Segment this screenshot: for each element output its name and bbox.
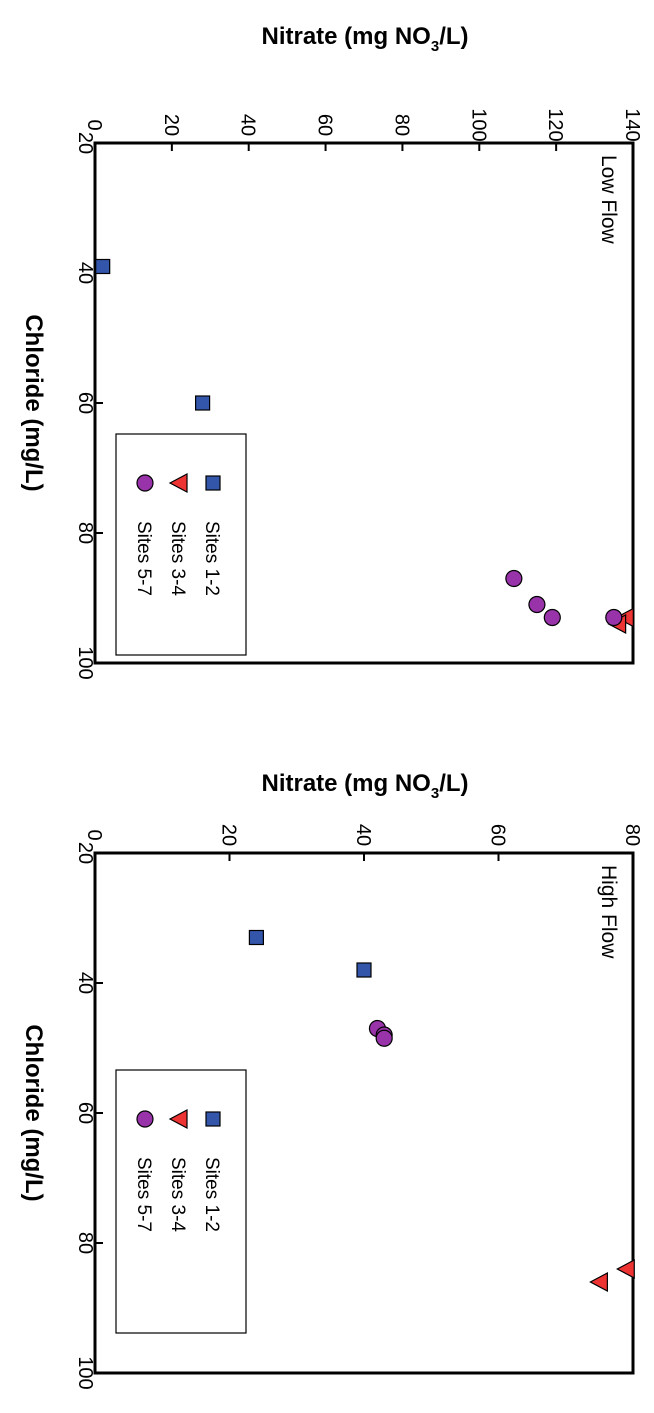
y-tick-label: 100	[467, 108, 489, 141]
series-sites-5-7	[505, 569, 623, 627]
y-tick-label: 60	[487, 824, 509, 846]
data-point	[195, 395, 211, 411]
y-tick-label: 0	[83, 829, 105, 840]
legend-label: Sites 5-7	[133, 1157, 154, 1232]
legend-marker	[136, 474, 154, 492]
x-tick-label: 20	[74, 132, 96, 154]
y-axis-title: Nitrate (mg NO3/L)	[261, 770, 468, 802]
x-tick-label: 40	[74, 262, 96, 284]
y-tick-label: 60	[314, 114, 336, 136]
y-tick-label: 80	[621, 824, 643, 846]
data-point	[95, 258, 111, 275]
legend-marker	[136, 1110, 154, 1128]
data-point	[356, 962, 372, 978]
data-point	[605, 608, 623, 627]
y-tick-label: 20	[160, 114, 182, 136]
x-tick-label: 80	[74, 1232, 96, 1254]
legend-box	[115, 433, 247, 656]
x-tick-label: 40	[74, 972, 96, 994]
legend-marker	[205, 1111, 221, 1127]
legend-marker	[205, 475, 221, 491]
y-axis-title: Nitrate (mg NO3/L)	[261, 23, 468, 55]
x-axis-title: Chloride (mg/L)	[20, 1024, 47, 1201]
x-tick-label: 60	[74, 392, 96, 414]
legend: Sites 1-2 Sites 3-4 Sites 5-7	[115, 1069, 247, 1334]
y-axis-title-part: /L)	[439, 23, 468, 50]
data-point	[248, 929, 264, 946]
data-point	[505, 569, 523, 588]
series-sites-3-4	[589, 1259, 635, 1292]
legend-label: Sites 1-2	[201, 1157, 222, 1232]
y-tick-label: 40	[237, 114, 259, 136]
y-axis-title-subscript: 3	[431, 38, 439, 55]
y-axis-title-part: Nitrate (mg NO	[261, 23, 430, 50]
legend-label: Sites 5-7	[133, 521, 154, 596]
data-point	[543, 608, 561, 627]
data-point	[615, 1259, 635, 1279]
legend-label: Sites 3-4	[167, 1157, 188, 1232]
x-axis-title: Chloride (mg/L)	[20, 314, 47, 491]
legend-label: Sites 1-2	[201, 521, 222, 596]
series-sites-1-2	[248, 929, 372, 978]
data-point	[528, 595, 546, 614]
x-tick-label: 100	[74, 646, 96, 679]
y-tick-label: 120	[544, 108, 566, 141]
series-sites-5-7	[368, 1019, 393, 1047]
data-point	[589, 1272, 608, 1292]
y-tick-label: 20	[218, 824, 240, 846]
y-tick-label: 0	[83, 119, 105, 130]
y-tick-label: 140	[621, 108, 643, 141]
chart-title: High Flow	[597, 865, 620, 959]
legend: Sites 1-2 Sites 3-4 Sites 5-7	[115, 433, 247, 656]
x-tick-label: 20	[74, 842, 96, 864]
y-tick-label: 40	[352, 824, 374, 846]
legend-marker	[168, 473, 188, 493]
y-axis-title-subscript: 3	[431, 785, 439, 802]
legend-marker	[168, 1109, 188, 1129]
x-tick-label: 80	[74, 522, 96, 544]
x-tick-label: 60	[74, 1102, 96, 1124]
y-axis-title-part: Nitrate (mg NO	[261, 770, 430, 797]
y-tick-label: 80	[390, 114, 412, 136]
data-point	[375, 1029, 393, 1047]
x-tick-label: 100	[74, 1356, 96, 1389]
chart-title: Low Flow	[597, 155, 620, 245]
legend-label: Sites 3-4	[167, 521, 188, 596]
y-axis-title-part: /L)	[439, 770, 468, 797]
